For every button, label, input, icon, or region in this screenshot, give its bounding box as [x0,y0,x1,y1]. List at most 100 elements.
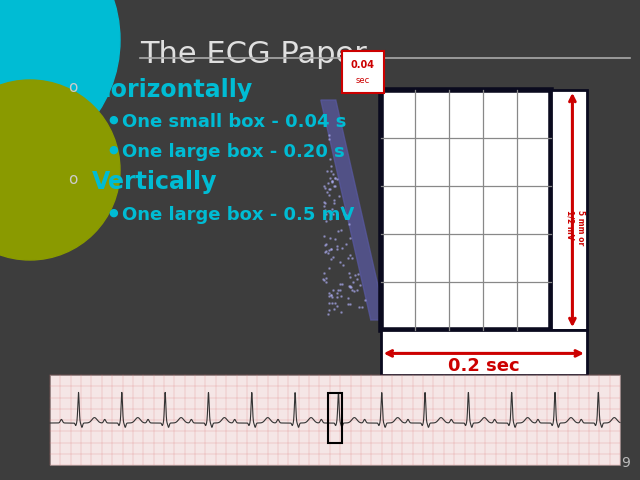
Point [321,217,331,225]
Circle shape [0,80,120,260]
Point [328,253,338,261]
Point [319,198,329,205]
Point [324,135,335,143]
Point [346,283,356,291]
Point [323,131,333,139]
Text: sec: sec [356,76,370,85]
Point [321,167,332,175]
Point [332,289,342,297]
Point [319,182,329,190]
Point [346,273,356,281]
Point [332,302,342,310]
Point [319,202,329,210]
Point [325,215,335,223]
Point [324,292,335,300]
Point [357,303,367,311]
Point [320,248,330,255]
Point [340,212,351,219]
Point [328,196,339,204]
Point [319,276,329,284]
Point [320,184,330,192]
Point [319,241,330,249]
Point [326,177,337,185]
Text: One large box - 0.5 mV: One large box - 0.5 mV [122,206,355,224]
Text: ●: ● [108,208,118,218]
Circle shape [0,0,120,170]
Point [330,182,340,190]
Point [349,287,359,295]
Point [352,287,362,294]
Point [346,286,356,294]
FancyBboxPatch shape [342,51,384,93]
Point [337,245,347,252]
Point [332,245,342,253]
Text: One small box - 0.04 s: One small box - 0.04 s [122,113,346,131]
Point [344,300,355,307]
Point [326,245,336,253]
Text: ●: ● [108,115,118,125]
Bar [551,90,587,330]
Point [326,167,337,174]
Point [330,300,340,307]
Point [343,294,353,302]
Point [332,293,342,301]
Point [339,210,349,218]
Point [324,299,334,307]
Point [324,289,334,297]
Point [332,242,342,250]
Point [324,191,335,199]
Point [324,306,334,313]
Point [344,270,355,277]
Point [328,170,338,178]
Point [326,208,337,216]
Point [353,271,363,278]
Polygon shape [321,100,386,320]
Point [337,204,347,211]
Point [319,232,330,240]
Point [321,210,331,217]
Text: ●: ● [108,145,118,155]
Point [360,296,371,304]
Point [322,188,332,196]
Point [323,179,333,187]
Bar [328,393,342,443]
Point [321,240,332,248]
Text: Vertically: Vertically [92,170,218,194]
Point [330,235,340,243]
Point [345,282,355,289]
Text: 5 mm or
1/2 mV: 5 mm or 1/2 mV [566,210,585,245]
Point [333,228,343,235]
Point [340,240,351,248]
Point [318,275,328,283]
Point [344,220,354,228]
Point [338,261,348,269]
Point [349,271,360,278]
Point [326,291,337,299]
Point [327,178,337,186]
Point [324,185,334,193]
Point [325,207,335,215]
Point [345,252,355,259]
Point [327,178,337,185]
Point [348,278,358,286]
Point [329,182,339,190]
Point [319,269,330,276]
Point [321,199,331,207]
Point [325,174,335,182]
Point [335,280,345,288]
Point [340,211,351,218]
Point [345,234,355,242]
Text: Horizontally: Horizontally [92,78,253,102]
Point [321,274,331,282]
Point [330,174,340,182]
Point [344,283,355,290]
Point [324,246,334,253]
Point [329,200,339,207]
Point [323,264,333,272]
Point [328,286,338,294]
Point [355,281,365,289]
Point [321,247,331,255]
Text: One large box - 0.20 s: One large box - 0.20 s [122,143,345,161]
Point [333,192,344,200]
Point [327,299,337,307]
